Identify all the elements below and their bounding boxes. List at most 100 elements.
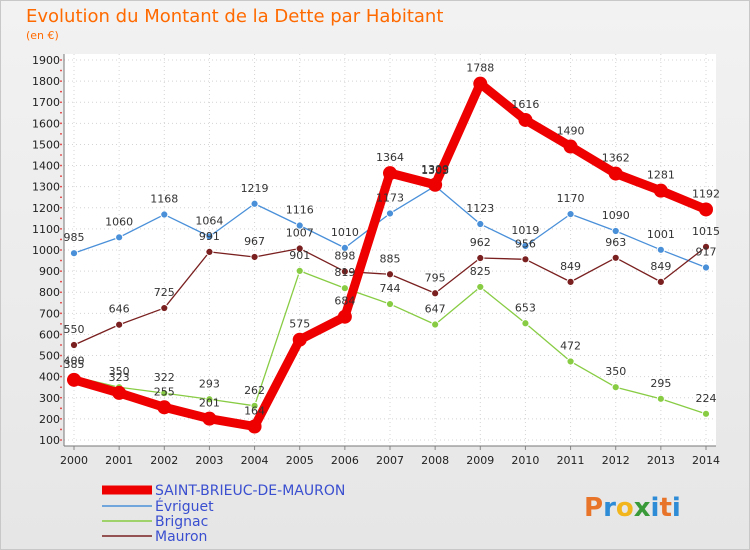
data-label: 1007: [286, 227, 314, 240]
data-point: [566, 277, 575, 286]
data-label: 1060: [105, 215, 133, 228]
data-point: [428, 177, 443, 192]
y-tick-label: 1900: [32, 54, 60, 67]
data-label: 1001: [647, 228, 675, 241]
y-tick-label: 100: [39, 434, 60, 447]
y-minor-tick: [60, 59, 62, 61]
data-label: 472: [560, 339, 581, 352]
x-tick-label: 2003: [195, 454, 223, 467]
data-point: [611, 253, 620, 262]
data-labels: 385 323 255 201 164 575 684 1364 1309 1788 1616 149…: [64, 62, 721, 418]
data-label: 1192: [692, 187, 720, 200]
data-label: 1168: [150, 193, 178, 206]
y-minor-tick: [60, 375, 62, 378]
x-tick-label: 2007: [376, 454, 404, 467]
data-label: 255: [154, 385, 175, 398]
x-tick-label: 2012: [602, 454, 630, 467]
proxiti-logo: Proxiti: [584, 493, 681, 523]
x-tick-label: 2011: [557, 454, 585, 467]
data-label: 224: [696, 392, 717, 405]
logo-letter: i: [651, 493, 660, 523]
data-point: [69, 340, 79, 350]
y-minor-tick: [60, 270, 62, 273]
data-point: [699, 202, 713, 217]
data-label: 262: [244, 384, 265, 397]
data-point: [205, 395, 214, 404]
data-point: [340, 243, 349, 252]
data-label: 350: [605, 365, 626, 378]
y-tick-label: 1600: [32, 117, 60, 130]
data-label: 1490: [557, 125, 585, 138]
data-label: 1788: [466, 62, 494, 75]
data-label: 322: [154, 371, 175, 384]
data-label: 956: [515, 237, 536, 250]
data-label: 350: [109, 365, 130, 378]
y-minor-tick: [60, 354, 62, 357]
y-minor-tick: [60, 396, 62, 399]
data-point: [521, 241, 530, 251]
data-label: 684: [334, 295, 355, 308]
y-minor-tick: [60, 122, 62, 125]
data-label: 647: [425, 303, 446, 316]
data-label: 1281: [647, 169, 675, 182]
data-point: [431, 320, 440, 329]
logo-letter: P: [584, 493, 603, 523]
y-tick-label: 400: [39, 371, 60, 384]
chart-title: Evolution du Montant de la Dette par Hab…: [26, 6, 443, 27]
data-label: 885: [380, 252, 401, 265]
y-minor-tick: [60, 185, 62, 188]
y-tick-label: 1800: [32, 75, 60, 88]
data-label: 323: [109, 371, 130, 384]
data-point: [518, 112, 533, 127]
data-point: [473, 76, 488, 91]
x-tick-label: 2000: [60, 454, 88, 467]
y-minor-tick: [60, 227, 62, 230]
data-point: [160, 210, 169, 219]
y-minor-tick: [60, 249, 62, 251]
data-label: 1064: [195, 214, 223, 227]
data-label: 400: [64, 355, 85, 368]
y-minor-tick: [60, 291, 62, 294]
y-tick-label: 1500: [32, 138, 60, 151]
data-label: 1173: [376, 191, 404, 204]
data-point: [115, 320, 124, 329]
logo-letter: x: [634, 493, 651, 523]
y-minor-tick: [60, 111, 62, 114]
y-tick-label: 1700: [32, 96, 60, 109]
y-minor-tick: [60, 80, 62, 83]
grid: [64, 54, 716, 446]
x-tick-label: 2004: [241, 454, 269, 467]
logo-letter: i: [672, 493, 681, 523]
data-label: 819: [334, 266, 355, 279]
data-label: 849: [650, 260, 671, 273]
data-point: [160, 303, 169, 313]
y-minor-tick: [60, 143, 62, 146]
series-layer: [67, 76, 713, 434]
data-point: [67, 372, 81, 387]
logo-letter: t: [659, 493, 671, 523]
data-label: 1170: [557, 192, 585, 205]
y-minor-tick: [60, 407, 62, 410]
data-point: [521, 255, 530, 264]
data-point: [521, 319, 530, 328]
y-minor-tick: [60, 69, 62, 72]
y-minor-tick: [60, 259, 62, 262]
data-point: [476, 282, 485, 292]
data-label: 1090: [602, 209, 630, 222]
y-minor-tick: [60, 428, 62, 431]
data-point: [205, 247, 214, 256]
y-minor-tick: [60, 301, 62, 304]
y-minor-tick: [60, 365, 62, 368]
x-tick-label: 2008: [421, 454, 449, 467]
data-point: [385, 270, 395, 279]
data-point: [160, 389, 169, 398]
y-minor-tick: [60, 164, 62, 167]
x-tick-label: 2014: [692, 454, 720, 467]
logo-letter: o: [616, 493, 634, 523]
y-minor-tick: [60, 132, 62, 135]
data-point: [476, 219, 485, 229]
data-label: 795: [425, 271, 446, 284]
data-label: 1303: [421, 164, 449, 177]
x-tick-label: 2010: [511, 454, 539, 467]
